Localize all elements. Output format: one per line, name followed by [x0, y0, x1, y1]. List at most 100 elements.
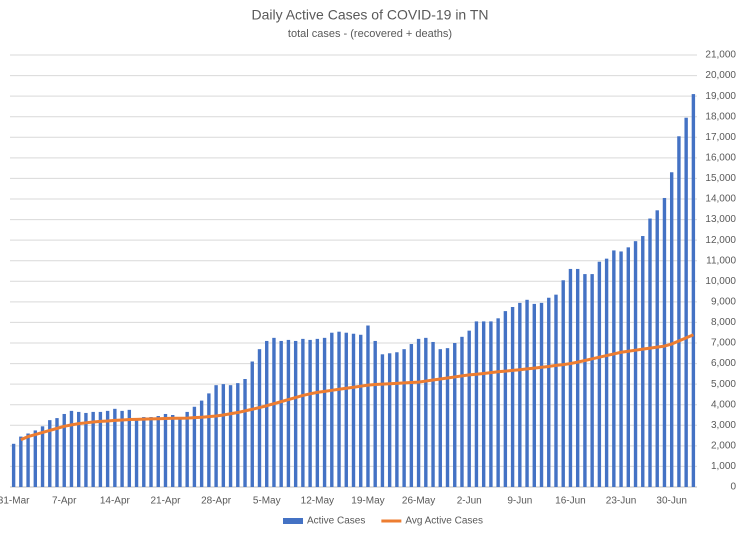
bar: [474, 321, 479, 487]
bar: [380, 354, 385, 487]
x-tick-label: 21-Apr: [150, 496, 181, 507]
bar: [445, 348, 450, 487]
bar: [641, 236, 645, 487]
y-tick-label: 19,000: [705, 91, 736, 102]
bar: [199, 400, 204, 487]
y-tick-label: 10,000: [705, 276, 736, 287]
bar: [438, 349, 442, 487]
bar: [286, 339, 291, 487]
x-tick-label: 28-Apr: [201, 496, 232, 507]
x-tick-label: 30-Jun: [656, 496, 687, 507]
bar: [453, 343, 457, 487]
line: [20, 333, 694, 442]
bar: [127, 409, 132, 487]
y-tick-label: 20,000: [705, 70, 736, 81]
bar: [590, 274, 594, 487]
bar: [554, 294, 558, 487]
bar: [373, 340, 377, 487]
bar: [366, 325, 370, 487]
bar: [402, 349, 406, 487]
y-tick-label: 0: [730, 482, 736, 493]
bar: [19, 436, 23, 487]
bar: [395, 352, 399, 487]
y-tick-label: 6,000: [711, 358, 736, 369]
x-tick-label: 12-May: [301, 496, 334, 507]
bar: [510, 307, 515, 487]
x-tick-label: 7-Apr: [52, 496, 77, 507]
y-tick-label: 14,000: [705, 194, 736, 205]
bar: [583, 274, 587, 487]
bar: [604, 258, 609, 487]
y-tick-label: 21,000: [705, 50, 736, 61]
bar: [344, 332, 348, 487]
bar: [547, 297, 551, 487]
bar: [33, 430, 38, 487]
x-tick-label: 19-May: [351, 496, 384, 507]
bar: [185, 411, 189, 487]
bar: [272, 337, 276, 487]
x-tick-label: 16-Jun: [555, 496, 586, 507]
y-tick-label: 3,000: [711, 420, 736, 431]
bar: [77, 411, 81, 487]
bar: [677, 136, 681, 487]
x-tick-label: 2-Jun: [457, 496, 482, 507]
y-tick-label: 16,000: [705, 152, 736, 163]
bar: [279, 340, 283, 487]
bar: [134, 418, 139, 487]
y-tick-label: 9,000: [711, 296, 736, 307]
bar: [626, 247, 630, 487]
bar: [575, 268, 580, 487]
legend-label: Avg Active Cases: [405, 516, 483, 527]
bar: [98, 411, 103, 487]
y-tick-label: 13,000: [705, 214, 736, 225]
bar: [568, 268, 573, 487]
bar: [431, 341, 435, 487]
chart-subtitle: total cases - (recovered + deaths): [288, 28, 452, 40]
legend-label: Active Cases: [307, 516, 365, 527]
bar: [214, 385, 218, 487]
bar: [62, 413, 66, 487]
bar: [105, 410, 110, 487]
bar: [539, 302, 544, 487]
bar: [525, 299, 529, 487]
bar: [228, 385, 233, 487]
bar: [250, 361, 254, 487]
bar: [55, 418, 59, 487]
bar: [648, 218, 652, 488]
bar: [301, 338, 305, 487]
bar: [26, 433, 30, 487]
bar: [662, 197, 667, 487]
x-tick-label: 5-May: [253, 496, 281, 507]
bar: [481, 321, 486, 487]
bar: [496, 318, 500, 487]
chart-title: Daily Active Cases of COVID-19 in TN: [251, 7, 488, 23]
x-tick-label: 23-Jun: [606, 496, 637, 507]
bar: [669, 172, 674, 487]
bar: [236, 383, 240, 487]
bar: [171, 415, 175, 487]
bar: [655, 210, 659, 488]
bar: [178, 417, 182, 487]
x-tick-label: 26-May: [402, 496, 435, 507]
bar: [561, 280, 565, 487]
bar: [387, 353, 392, 487]
bar: [163, 413, 168, 487]
bar: [330, 332, 334, 487]
bar: [69, 410, 74, 487]
bar: [351, 333, 356, 487]
y-tick-label: 15,000: [705, 173, 736, 184]
y-tick-label: 8,000: [711, 317, 736, 328]
bar: [359, 334, 363, 487]
bar: [308, 339, 312, 487]
y-tick-label: 7,000: [711, 338, 736, 349]
bar: [619, 251, 623, 487]
y-tick-label: 2,000: [711, 440, 736, 451]
y-tick-label: 17,000: [705, 132, 736, 143]
bar: [684, 117, 688, 487]
bar: [416, 338, 421, 487]
bar: [467, 330, 471, 487]
bar: [142, 417, 146, 487]
bar: [149, 417, 153, 487]
bar: [424, 337, 428, 487]
